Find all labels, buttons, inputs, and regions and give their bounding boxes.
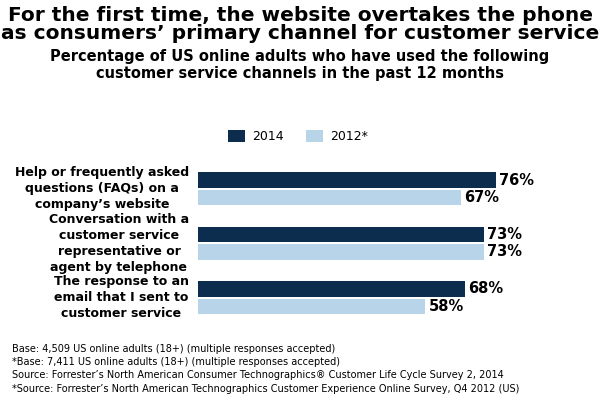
Bar <box>198 227 484 242</box>
Bar <box>198 244 484 260</box>
Bar <box>198 173 496 188</box>
Text: Percentage of US online adults who have used the following
customer service chan: Percentage of US online adults who have … <box>50 49 550 81</box>
Text: Help or frequently asked
questions (FAQs) on a
company’s website: Help or frequently asked questions (FAQs… <box>15 166 189 211</box>
Bar <box>306 130 323 142</box>
Text: as consumers’ primary channel for customer service: as consumers’ primary channel for custom… <box>1 24 599 44</box>
Text: 76%: 76% <box>499 173 534 188</box>
Text: For the first time, the website overtakes the phone: For the first time, the website overtake… <box>7 6 593 25</box>
Bar <box>198 299 425 314</box>
Text: 2012*: 2012* <box>330 130 368 143</box>
Text: 73%: 73% <box>487 244 523 259</box>
Bar <box>228 130 245 142</box>
Text: 2014: 2014 <box>252 130 284 143</box>
Bar <box>198 281 464 297</box>
Text: 68%: 68% <box>468 281 503 296</box>
Text: Base: 4,509 US online adults (18+) (multiple responses accepted)
*Base: 7,411 US: Base: 4,509 US online adults (18+) (mult… <box>12 344 520 394</box>
Text: 58%: 58% <box>428 299 464 314</box>
Text: Conversation with a
customer service
representative or
agent by telephone: Conversation with a customer service rep… <box>49 213 189 274</box>
Text: 73%: 73% <box>487 227 523 242</box>
Text: The response to an
email that I sent to
customer service: The response to an email that I sent to … <box>54 275 189 320</box>
Text: 67%: 67% <box>464 190 499 205</box>
Bar <box>198 190 461 205</box>
